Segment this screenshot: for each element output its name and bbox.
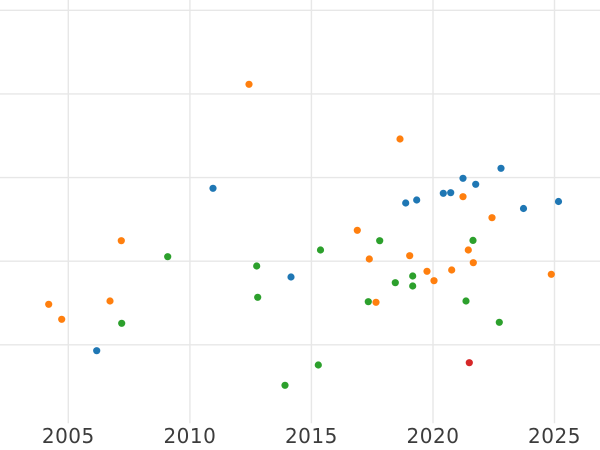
x-tick-label: 2020 [407, 424, 460, 448]
data-point [396, 135, 404, 143]
data-point [465, 359, 473, 367]
x-tick-label: 2015 [285, 424, 338, 448]
data-point [497, 164, 505, 172]
x-axis-tick-labels: 2005 2010 2015 2020 2025 [42, 424, 581, 448]
data-point [314, 361, 322, 369]
series-green [118, 236, 503, 389]
data-point [164, 253, 172, 261]
data-point [519, 204, 528, 213]
data-point [423, 267, 431, 275]
data-point [117, 237, 125, 245]
data-point [409, 272, 417, 280]
data-point [45, 300, 53, 308]
data-point [391, 279, 399, 287]
series-red [465, 359, 473, 367]
data-point [430, 277, 438, 285]
data-point [464, 246, 472, 254]
data-point [406, 252, 414, 260]
data-point [462, 297, 470, 305]
data-point [409, 282, 417, 290]
data-point [402, 199, 410, 207]
data-point [495, 318, 503, 326]
data-point [353, 226, 361, 234]
data-point [365, 255, 373, 263]
x-tick-label: 2005 [42, 424, 95, 448]
data-point [439, 189, 447, 197]
data-point [459, 174, 467, 182]
data-point [469, 236, 477, 244]
data-point [547, 270, 555, 278]
data-point [254, 293, 262, 301]
data-point [413, 196, 421, 204]
data-point [448, 266, 456, 274]
data-point [554, 197, 563, 206]
series-blue [93, 164, 563, 355]
data-point [372, 298, 380, 306]
data-point [281, 381, 289, 389]
data-point [209, 184, 217, 192]
data-point [469, 259, 477, 267]
data-point [376, 237, 384, 245]
data-point [253, 262, 261, 270]
data-point [93, 347, 101, 355]
x-tick-label: 2010 [163, 424, 216, 448]
data-point [58, 315, 66, 323]
data-point [245, 80, 253, 88]
data-point [447, 189, 455, 197]
gridlines [0, 0, 600, 424]
data-points [45, 80, 563, 389]
data-point [459, 193, 467, 201]
data-point [472, 180, 480, 188]
series-orange [45, 80, 555, 323]
data-point [316, 246, 325, 254]
data-point [364, 298, 372, 306]
x-tick-label: 2025 [528, 424, 581, 448]
data-point [488, 214, 496, 222]
data-point [106, 297, 114, 305]
data-point [287, 273, 295, 281]
data-point [118, 319, 126, 327]
